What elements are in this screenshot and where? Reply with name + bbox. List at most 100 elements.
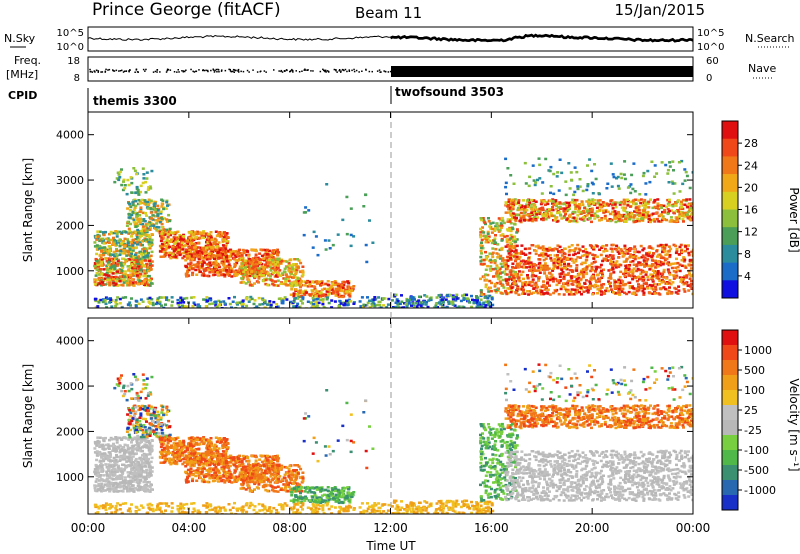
power-cell bbox=[227, 258, 231, 262]
power-cell bbox=[319, 298, 323, 301]
power-cell bbox=[590, 262, 594, 265]
power-cell bbox=[244, 271, 248, 275]
power-cell bbox=[139, 243, 142, 246]
power-cell bbox=[559, 287, 563, 291]
power-cell bbox=[138, 202, 142, 205]
power-cell bbox=[508, 248, 512, 251]
power-cell bbox=[489, 222, 493, 225]
power-cell bbox=[129, 176, 133, 179]
power-cell bbox=[567, 245, 571, 249]
power-cell bbox=[118, 277, 122, 280]
power-cell bbox=[142, 229, 146, 233]
power-cell bbox=[147, 223, 151, 226]
power-cell bbox=[682, 288, 686, 291]
power-cell bbox=[140, 261, 143, 265]
power-cell bbox=[599, 218, 603, 222]
power-cell bbox=[508, 226, 512, 230]
power-cell bbox=[133, 198, 137, 201]
power-cell bbox=[105, 250, 109, 253]
power-cell bbox=[521, 290, 525, 294]
power-cell bbox=[308, 293, 312, 296]
power-cell bbox=[375, 303, 379, 307]
power-cell bbox=[341, 286, 345, 289]
power-cell bbox=[396, 299, 400, 303]
power-cell bbox=[507, 200, 511, 203]
power-cell bbox=[153, 208, 157, 212]
power-cell bbox=[685, 215, 689, 218]
power-cell bbox=[487, 217, 490, 220]
power-cell bbox=[553, 254, 557, 257]
power-cell bbox=[675, 269, 679, 272]
freq-dot bbox=[89, 68, 91, 71]
power-cell bbox=[470, 294, 473, 298]
power-cell bbox=[513, 218, 517, 221]
power-cell bbox=[158, 302, 162, 306]
power-cell bbox=[140, 259, 144, 262]
power-cell bbox=[602, 257, 606, 260]
freq-dot bbox=[125, 70, 127, 72]
power-cell bbox=[453, 304, 457, 307]
power-cell bbox=[179, 244, 183, 248]
power-cell bbox=[620, 249, 624, 253]
power-cell bbox=[182, 301, 186, 304]
power-cell bbox=[212, 242, 216, 245]
power-cell bbox=[659, 243, 663, 247]
power-cell bbox=[243, 266, 247, 269]
power-cell bbox=[300, 280, 304, 283]
power-cell bbox=[661, 250, 664, 254]
power-cell bbox=[570, 288, 574, 291]
power-cell bbox=[581, 261, 585, 265]
power-cell bbox=[294, 283, 298, 287]
power-cell bbox=[103, 248, 107, 252]
power-cell bbox=[104, 237, 108, 241]
power-cell bbox=[515, 244, 519, 248]
power-cell bbox=[124, 276, 128, 279]
freq-dot bbox=[154, 70, 157, 73]
power-cell bbox=[491, 303, 495, 307]
power-cell bbox=[314, 305, 318, 308]
power-cell bbox=[614, 212, 618, 215]
power-cell bbox=[262, 267, 266, 271]
power-cell bbox=[556, 266, 560, 269]
power-cell bbox=[537, 279, 540, 282]
power-cell bbox=[536, 216, 539, 219]
power-cell bbox=[185, 275, 189, 278]
power-cell bbox=[586, 253, 590, 256]
power-cell bbox=[121, 284, 125, 287]
power-cell bbox=[174, 255, 178, 259]
power-cell bbox=[271, 250, 274, 254]
power-cell bbox=[222, 300, 226, 303]
power-cell bbox=[136, 272, 140, 275]
power-cell bbox=[500, 224, 504, 227]
power-cell bbox=[148, 266, 152, 269]
power-cell bbox=[510, 249, 514, 253]
power-cell bbox=[271, 249, 275, 252]
power-cell bbox=[484, 304, 488, 307]
power-cell bbox=[489, 227, 493, 231]
power-cell bbox=[146, 297, 150, 300]
freq-dot bbox=[207, 70, 209, 73]
freq-dot bbox=[240, 70, 242, 73]
power-cell bbox=[547, 209, 551, 213]
power-cell bbox=[106, 268, 109, 271]
power-cell bbox=[598, 208, 602, 212]
power-cell bbox=[551, 269, 555, 272]
power-cell bbox=[508, 202, 512, 206]
power-cell bbox=[106, 278, 110, 281]
power-cell bbox=[345, 303, 349, 307]
power-cell bbox=[482, 301, 486, 304]
power-cell bbox=[483, 296, 487, 299]
station-title: Prince George (fitACF) bbox=[92, 0, 281, 20]
power-cell bbox=[108, 249, 111, 253]
power-cell bbox=[148, 185, 152, 188]
power-cell bbox=[601, 244, 605, 248]
power-cell bbox=[107, 245, 111, 248]
power-cell bbox=[281, 298, 285, 301]
power-cell bbox=[667, 289, 671, 293]
power-cell bbox=[553, 247, 557, 250]
power-cell bbox=[440, 298, 444, 302]
power-cell bbox=[589, 269, 593, 273]
power-cell bbox=[317, 282, 321, 285]
power-cell bbox=[102, 252, 105, 255]
power-cell bbox=[121, 240, 125, 243]
